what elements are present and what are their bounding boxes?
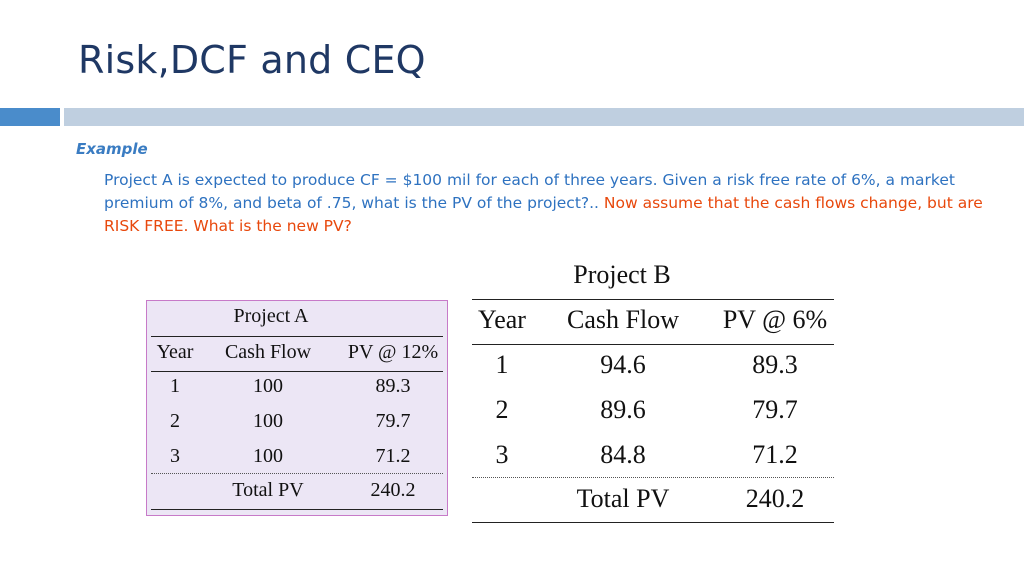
row-3-year: 3 <box>495 440 509 469</box>
total-separator <box>472 477 834 478</box>
project-a-table: Project A Year Cash Flow PV @ 12% 1 100 … <box>146 300 448 516</box>
table-rule <box>472 344 834 345</box>
title-divider-bar <box>64 108 1024 126</box>
problem-statement: Project A is expected to produce CF = $1… <box>104 169 984 238</box>
table-rule <box>151 509 443 510</box>
row-1-cash-flow: 100 <box>253 375 283 397</box>
header-pv: PV @ 6% <box>722 305 828 334</box>
table-rule <box>151 336 443 337</box>
total-label: Total PV <box>232 479 304 501</box>
header-year: Year <box>478 305 526 334</box>
row-3-pv: 71.2 <box>375 445 411 467</box>
total-label: Total PV <box>576 484 670 513</box>
row-3-pv: 71.2 <box>752 440 798 469</box>
row-1-pv: 89.3 <box>375 375 411 397</box>
row-2-pv: 79.7 <box>752 395 798 424</box>
slide-title: Risk,DCF and CEQ <box>78 38 426 82</box>
table-rule <box>472 522 834 523</box>
total-value: 240.2 <box>745 484 805 513</box>
problem-text-blue: Project A is expected to produce CF = $1… <box>104 171 955 212</box>
row-3-cash-flow: 84.8 <box>600 440 646 469</box>
table-rule <box>151 371 443 372</box>
table-rule <box>472 299 834 300</box>
row-1-year: 1 <box>495 350 509 379</box>
problem-text-red: Now assume that the cash flows change, b… <box>104 194 983 235</box>
project-a-title: Project A <box>233 305 309 327</box>
project-b-title: Project B <box>573 260 671 289</box>
header-cash-flow: Cash Flow <box>567 305 679 334</box>
header-cash-flow: Cash Flow <box>224 341 312 363</box>
row-2-cash-flow: 100 <box>253 410 283 432</box>
row-2-year: 2 <box>495 395 509 424</box>
header-pv: PV @ 12% <box>347 341 439 363</box>
row-3-cash-flow: 100 <box>253 445 283 467</box>
row-2-pv: 79.7 <box>375 410 411 432</box>
row-1-cash-flow: 94.6 <box>600 350 646 379</box>
row-3-year: 3 <box>170 445 180 467</box>
accent-bar <box>0 108 60 126</box>
header-year: Year <box>156 341 194 363</box>
row-2-year: 2 <box>170 410 180 432</box>
example-label: Example <box>76 140 148 158</box>
total-separator <box>151 473 443 474</box>
row-1-year: 1 <box>170 375 180 397</box>
total-value: 240.2 <box>370 479 416 501</box>
row-2-cash-flow: 89.6 <box>600 395 646 424</box>
row-1-pv: 89.3 <box>752 350 798 379</box>
